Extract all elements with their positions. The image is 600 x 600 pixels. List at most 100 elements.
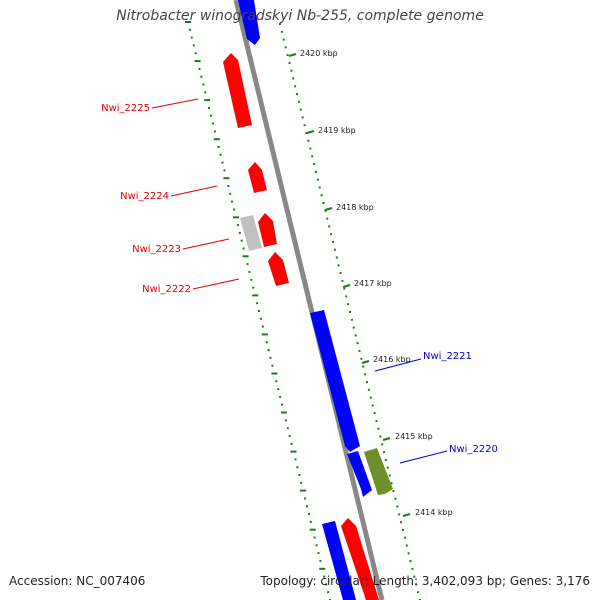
track-dot xyxy=(415,583,418,586)
gene-label-nwi-2221[interactable]: Nwi_2221 xyxy=(423,351,472,362)
gene-feature[interactable] xyxy=(258,213,277,247)
track-dot xyxy=(316,178,319,181)
track-dot xyxy=(213,138,220,141)
track-dot xyxy=(313,536,316,539)
track-dot xyxy=(194,52,197,55)
track-dot xyxy=(306,505,308,508)
track-dot xyxy=(388,474,391,477)
track-dot xyxy=(267,349,270,352)
gene-label-nwi-2222[interactable]: Nwi_2222 xyxy=(142,284,191,295)
track-dot xyxy=(375,420,378,422)
track-dot xyxy=(204,99,211,102)
track-dot xyxy=(284,419,287,422)
track-dot xyxy=(307,139,310,142)
gene-feature-nwi-2221[interactable] xyxy=(310,310,360,452)
gene-feature[interactable] xyxy=(347,451,372,497)
track-dot xyxy=(290,69,293,72)
track-dot xyxy=(213,130,216,133)
track-dot xyxy=(300,489,307,492)
kbp-tick-label: 2419 kbp xyxy=(318,126,356,135)
track-dot xyxy=(309,147,312,150)
track-dot xyxy=(290,442,293,445)
track-dot xyxy=(369,396,372,399)
track-dot xyxy=(252,286,255,289)
track-dot xyxy=(279,23,281,25)
track-dot xyxy=(188,28,191,31)
track-dot xyxy=(400,521,403,524)
gene-feature-nwi-2224[interactable] xyxy=(248,162,267,193)
track-dot xyxy=(377,427,380,430)
track-dot xyxy=(288,61,291,64)
track-dot xyxy=(335,256,338,259)
track-dot xyxy=(417,591,420,594)
track-dot xyxy=(256,302,259,305)
track-dot xyxy=(364,373,367,376)
track-dot xyxy=(319,559,322,562)
gene-feature[interactable] xyxy=(341,518,379,600)
gene-label-nwi-2220[interactable]: Nwi_2220 xyxy=(449,444,498,455)
track-dot xyxy=(373,412,376,415)
track-dot xyxy=(405,544,408,547)
track-dot xyxy=(317,552,320,555)
label-leader-line xyxy=(374,358,422,372)
track-dot xyxy=(194,60,201,63)
track-dot xyxy=(261,325,264,328)
track-dot xyxy=(219,153,222,156)
gene-feature[interactable] xyxy=(322,521,356,600)
gene-feature-nwi-2220[interactable] xyxy=(364,448,393,495)
track-dot xyxy=(347,303,350,306)
track-dot xyxy=(294,85,297,88)
track-dot xyxy=(392,490,395,492)
track-dot xyxy=(333,248,336,251)
track-dot xyxy=(337,264,340,267)
gene-feature-nwi-2225[interactable] xyxy=(223,53,252,128)
track-dot xyxy=(252,294,259,297)
track-dot xyxy=(288,435,291,437)
track-dot xyxy=(246,263,249,266)
gene-feature-nwi-2222[interactable] xyxy=(268,252,289,286)
track-dot xyxy=(330,233,333,236)
label-leader-line xyxy=(151,98,199,109)
track-dot xyxy=(413,575,416,578)
track-dot xyxy=(190,36,193,39)
kbp-tick-label: 2415 kbp xyxy=(395,432,433,441)
track-dot xyxy=(296,466,299,469)
track-dot xyxy=(407,552,410,555)
track-dot xyxy=(341,279,344,282)
track-dot xyxy=(236,224,239,227)
gene-feature[interactable] xyxy=(238,0,260,45)
track-dot xyxy=(233,208,236,211)
accession-text: Accession: NC_007406 xyxy=(9,574,146,588)
track-dot xyxy=(360,357,363,360)
kbp-tick-marks xyxy=(288,53,411,517)
track-dot xyxy=(398,513,401,516)
track-dot xyxy=(210,114,212,117)
track-dot xyxy=(358,349,361,352)
track-dot xyxy=(409,560,412,563)
track-dot xyxy=(294,458,297,461)
track-dot xyxy=(277,388,280,391)
track-dot xyxy=(304,497,307,500)
genome-backbone xyxy=(233,0,385,600)
track-dot xyxy=(198,67,201,70)
track-dot xyxy=(332,240,334,243)
gene-label-nwi-2225[interactable]: Nwi_2225 xyxy=(101,103,150,114)
track-dot xyxy=(258,310,260,312)
track-dot xyxy=(320,194,323,197)
track-dot xyxy=(271,372,278,375)
track-dot xyxy=(281,403,283,406)
track-dot xyxy=(305,132,308,134)
track-dot xyxy=(371,404,374,407)
gene-label-nwi-2224[interactable]: Nwi_2224 xyxy=(120,191,169,202)
track-dot xyxy=(204,91,207,94)
track-dot xyxy=(303,124,306,127)
track-dot xyxy=(349,311,351,313)
gene-feature-nwi-2223[interactable] xyxy=(240,215,262,251)
track-dot xyxy=(297,100,300,103)
kbp-tick-label: 2418 kbp xyxy=(336,203,374,212)
gene-label-nwi-2223[interactable]: Nwi_2223 xyxy=(132,244,181,255)
track-dot xyxy=(352,326,355,329)
track-dot xyxy=(402,528,404,531)
track-dot xyxy=(286,427,289,430)
track-dot xyxy=(279,395,282,398)
